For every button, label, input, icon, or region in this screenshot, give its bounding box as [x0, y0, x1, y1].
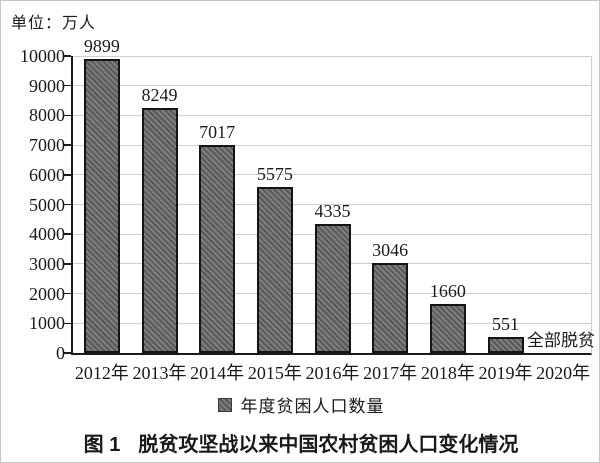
y-tick-label: 9000 [29, 75, 65, 96]
y-tick-mark [64, 55, 71, 57]
y-tick-label: 10000 [20, 46, 65, 66]
y-tick-mark [64, 292, 71, 295]
bar [372, 262, 409, 353]
y-tick-mark [64, 84, 71, 87]
y-tick-mark [64, 114, 71, 117]
y-gridline [73, 55, 592, 57]
bar [429, 303, 466, 353]
bar-value-label: 7017 [199, 121, 236, 142]
y-tick-label: 2000 [29, 283, 65, 304]
plot-area [71, 56, 592, 355]
bar [256, 187, 293, 353]
unit-label: 单位：万人 [11, 15, 97, 32]
y-gridline [73, 114, 592, 116]
y-tick-mark [64, 144, 71, 146]
figure-caption-number: 图 1 [83, 434, 121, 456]
bar-value-label: 551 [492, 313, 519, 334]
y-tick-label: 1000 [29, 313, 65, 334]
bar-value-label: 3046 [372, 239, 409, 260]
y-tick-mark [64, 233, 71, 235]
bar-value-label: 1660 [429, 280, 466, 301]
figure-caption: 图 1 脱贫攻坚战以来中国农村贫困人口变化情况 [1, 428, 599, 457]
legend-label: 年度贫困人口数量 [240, 397, 385, 416]
y-tick-label: 0 [56, 343, 65, 363]
y-gridline [73, 85, 592, 87]
x-tick-label: 2016年 [305, 363, 360, 383]
bar-value-label: 5575 [256, 164, 293, 185]
y-tick-label: 7000 [29, 135, 65, 156]
bar [487, 336, 524, 353]
annotation-all-lifted-out-of-poverty: 全部脱贫 [527, 331, 595, 350]
x-tick-label: 2012年 [74, 363, 129, 383]
y-gridline [73, 144, 592, 146]
x-tick-label: 2015年 [247, 363, 302, 383]
y-tick-mark [64, 263, 71, 265]
bar [141, 108, 178, 353]
y-gridline [73, 204, 592, 205]
bar [314, 224, 351, 353]
bar [199, 144, 236, 353]
bar [83, 58, 120, 353]
bar-value-label: 4335 [314, 201, 351, 222]
x-tick-label: 2020年 [536, 363, 591, 383]
y-tick-mark [64, 322, 71, 325]
bar-value-label: 9899 [83, 35, 120, 56]
y-tick-mark [64, 352, 71, 354]
figure-caption-title: 脱贫攻坚战以来中国农村贫困人口变化情况 [138, 434, 519, 456]
y-tick-label: 4000 [29, 224, 65, 245]
x-tick-label: 2018年 [420, 363, 475, 383]
legend-swatch-icon [217, 397, 232, 412]
bar-value-label: 8249 [141, 85, 178, 105]
x-tick-label: 2017年 [363, 363, 418, 383]
y-tick-label: 3000 [29, 253, 65, 274]
y-tick-mark [64, 174, 71, 176]
y-tick-label: 6000 [29, 164, 65, 185]
y-tick-label: 8000 [29, 105, 65, 126]
y-gridline [73, 174, 592, 176]
y-tick-mark [64, 203, 71, 206]
legend: 年度贫困人口数量 [1, 392, 599, 417]
x-tick-label: 2014年 [190, 363, 245, 383]
x-tick-label: 2019年 [478, 363, 533, 383]
y-tick-label: 5000 [29, 194, 65, 215]
x-tick-label: 2013年 [132, 363, 187, 383]
